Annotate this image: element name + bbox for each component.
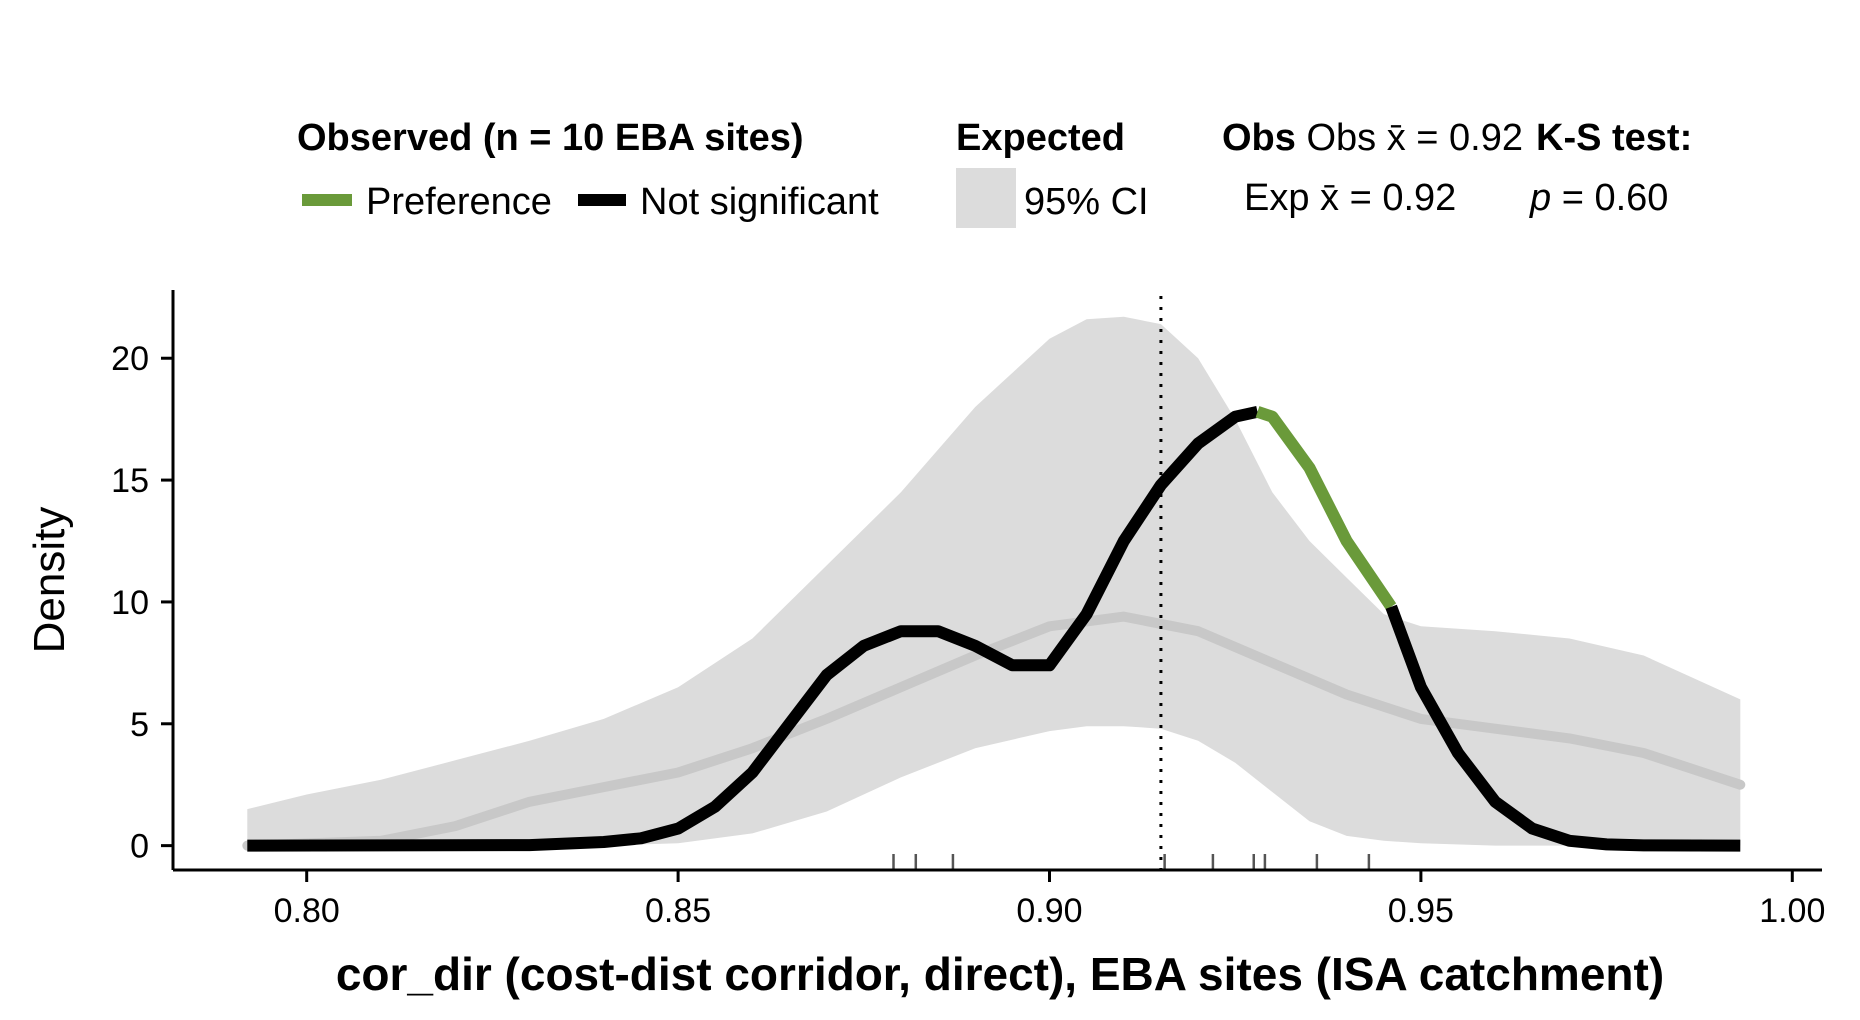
expected-mean-line bbox=[242, 611, 1746, 851]
legend-preference-swatch bbox=[302, 194, 352, 206]
legend-exp-mean: Exp x̄ = 0.92 bbox=[1244, 177, 1456, 219]
axes: 0 5 10 15 20 0.80 0.85 0.90 0.95 1.00 Density co… bbox=[25, 290, 1825, 1000]
legend-ci-swatch bbox=[956, 168, 1016, 228]
rug-marks bbox=[892, 854, 1371, 870]
legend-expected-title: Expected bbox=[956, 117, 1125, 159]
y-tick-label: 15 bbox=[111, 462, 149, 500]
x-tick-label: 0.95 bbox=[1388, 892, 1454, 930]
plot-area bbox=[242, 296, 1746, 870]
y-tick-label: 10 bbox=[111, 584, 149, 622]
observed-not-significant-left bbox=[247, 405, 1259, 852]
y-tick-label: 0 bbox=[130, 828, 149, 866]
observed-density-line bbox=[247, 405, 1741, 852]
legend-preference-label: Preference bbox=[366, 181, 552, 223]
legend: Observed (n = 10 EBA sites) Preference N… bbox=[297, 117, 1692, 228]
legend-not-significant-label: Not significant bbox=[640, 181, 879, 223]
legend-obs-mean-value: Obs x̄ = 0.92 bbox=[1306, 117, 1523, 159]
x-ticks: 0.80 0.85 0.90 0.95 1.00 bbox=[274, 870, 1825, 930]
legend-obs-mean: Obs Obs x̄ = 0.92 bbox=[1222, 117, 1523, 159]
y-ticks: 0 5 10 15 20 bbox=[111, 340, 173, 866]
y-tick-label: 20 bbox=[111, 340, 149, 378]
x-tick-label: 1.00 bbox=[1759, 892, 1825, 930]
legend-observed-title: Observed (n = 10 EBA sites) bbox=[297, 117, 804, 159]
x-axis-title: cor_dir (cost-dist corridor, direct), EB… bbox=[336, 948, 1664, 1000]
x-tick-label: 0.90 bbox=[1016, 892, 1082, 930]
observed-preference-segment bbox=[1255, 406, 1397, 611]
x-tick-label: 0.85 bbox=[645, 892, 711, 930]
legend-ks-p: p = 0.60 bbox=[1529, 177, 1668, 219]
y-axis-title: Density bbox=[25, 507, 74, 654]
y-tick-label: 5 bbox=[130, 706, 149, 744]
observed-not-significant-right bbox=[1385, 604, 1741, 852]
legend-ci-label: 95% CI bbox=[1024, 181, 1149, 223]
x-tick-label: 0.80 bbox=[274, 892, 340, 930]
legend-not-significant-swatch bbox=[578, 194, 626, 206]
ci-band bbox=[247, 316, 1741, 846]
legend-ks-title: K-S test: bbox=[1536, 117, 1692, 159]
